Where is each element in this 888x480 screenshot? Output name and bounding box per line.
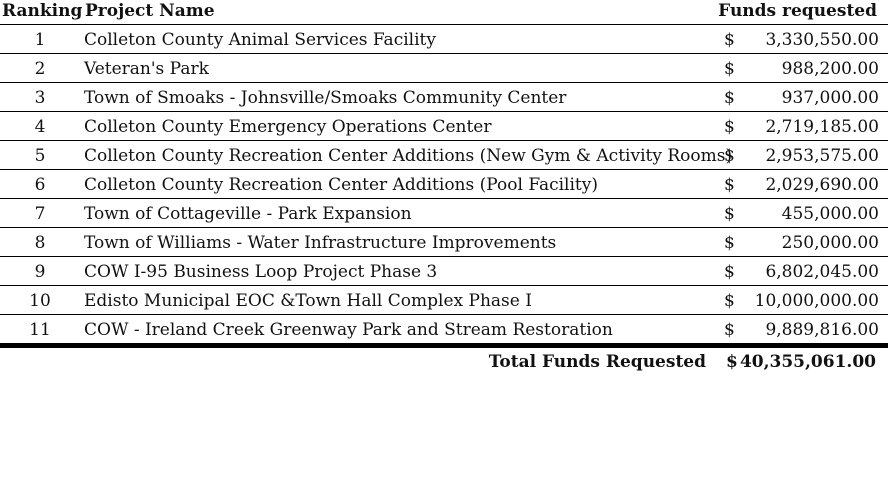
currency-cell: $ — [724, 204, 735, 224]
amount-cell: 3,330,550.00 — [765, 30, 879, 50]
total-amount: 40,355,061.00 — [739, 352, 876, 372]
project-name-cell: Colleton County Recreation Center Additi… — [84, 175, 599, 195]
rank-cell: 11 — [29, 320, 51, 340]
table-row: 9 COW I-95 Business Loop Project Phase 3 $… — [0, 257, 888, 286]
project-name-cell: COW - Ireland Creek Greenway Park and St… — [84, 320, 613, 340]
amount-cell: 2,719,185.00 — [765, 117, 879, 137]
project-name-cell: Colleton County Animal Services Facility — [84, 30, 436, 50]
currency-cell: $ — [724, 233, 735, 253]
project-name-cell: Town of Williams - Water Infrastructure … — [84, 233, 557, 253]
currency-cell: $ — [724, 320, 735, 340]
header-project-name: Project Name — [85, 1, 215, 21]
rank-cell: 2 — [34, 59, 46, 79]
rank-cell: 9 — [34, 262, 46, 282]
currency-cell: $ — [724, 175, 735, 195]
project-name-cell: Colleton County Emergency Operations Cen… — [84, 117, 492, 137]
table-row: 6 Colleton County Recreation Center Addit… — [0, 170, 888, 199]
currency-cell: $ — [724, 291, 735, 311]
rank-cell: 6 — [34, 175, 46, 195]
amount-cell: 937,000.00 — [781, 88, 879, 108]
table-row: 5 Colleton County Recreation Center Addit… — [0, 141, 888, 170]
table-row: 2 Veteran's Park $988,200.00 — [0, 54, 888, 83]
table-row: 7 Town of Cottageville - Park Expansion $4… — [0, 199, 888, 228]
rank-cell: 8 — [34, 233, 46, 253]
table-bottom-rule — [0, 344, 888, 348]
currency-cell: $ — [724, 262, 735, 282]
header-funds-requested: Funds requested — [718, 1, 877, 21]
project-name-cell: Colleton County Recreation Center Additi… — [84, 146, 733, 166]
project-name-cell: COW I-95 Business Loop Project Phase 3 — [84, 262, 438, 282]
table-header: Ranking Project Name Funds requested — [0, 0, 888, 25]
rank-cell: 10 — [29, 291, 51, 311]
currency-cell: $ — [724, 117, 735, 137]
amount-cell: 250,000.00 — [781, 233, 879, 253]
table-body: 1 Colleton County Animal Services Facilit… — [0, 25, 888, 344]
amount-cell: 10,000,000.00 — [754, 291, 879, 311]
table-row: 11 COW - Ireland Creek Greenway Park and … — [0, 315, 888, 344]
total-label: Total Funds Requested — [488, 352, 706, 372]
header-ranking: Ranking — [2, 1, 83, 21]
rank-cell: 7 — [34, 204, 46, 224]
currency-cell: $ — [724, 88, 735, 108]
currency-cell: $ — [724, 146, 735, 166]
currency-cell: $ — [724, 59, 735, 79]
table-row: 1 Colleton County Animal Services Facilit… — [0, 25, 888, 54]
rank-cell: 5 — [34, 146, 46, 166]
project-name-cell: Town of Cottageville - Park Expansion — [84, 204, 412, 224]
amount-cell: 6,802,045.00 — [765, 262, 879, 282]
table-row: 4 Colleton County Emergency Operations Ce… — [0, 112, 888, 141]
amount-cell: 455,000.00 — [781, 204, 879, 224]
project-name-cell: Veteran's Park — [84, 59, 209, 79]
amount-cell: 988,200.00 — [781, 59, 879, 79]
project-name-cell: Town of Smoaks - Johnsville/Smoaks Commu… — [84, 88, 567, 108]
table-row: 10 Edisto Municipal EOC &Town Hall Comple… — [0, 286, 888, 315]
table-row: 8 Town of Williams - Water Infrastructure… — [0, 228, 888, 257]
amount-cell: 9,889,816.00 — [765, 320, 879, 340]
rank-cell: 3 — [34, 88, 46, 108]
amount-cell: 2,953,575.00 — [765, 146, 879, 166]
currency-cell: $ — [724, 30, 735, 50]
amount-cell: 2,029,690.00 — [765, 175, 879, 195]
total-currency: $ — [726, 352, 738, 372]
rank-cell: 4 — [34, 117, 46, 137]
table-row: 3 Town of Smoaks - Johnsville/Smoaks Comm… — [0, 83, 888, 112]
project-name-cell: Edisto Municipal EOC &Town Hall Complex … — [84, 291, 532, 311]
rank-cell: 1 — [34, 30, 46, 50]
funds-table: Ranking Project Name Funds requested 1 Co… — [0, 0, 888, 348]
